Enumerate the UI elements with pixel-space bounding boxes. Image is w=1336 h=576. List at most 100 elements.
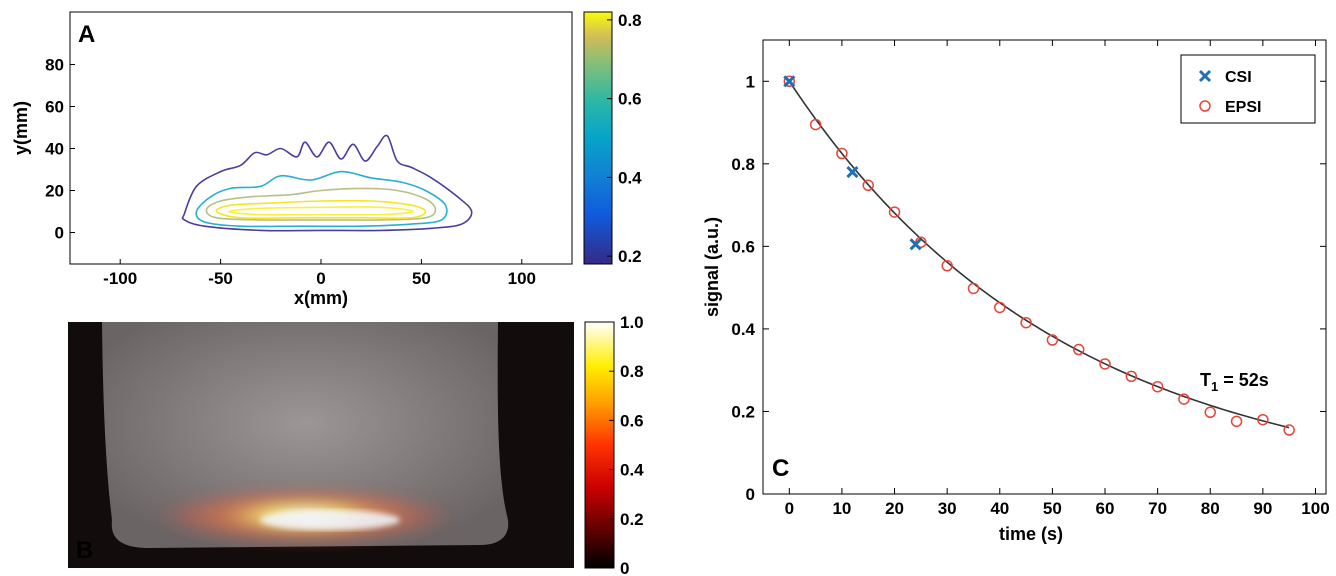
panel-b-colorbar-ticks: 0 0.2 0.4 0.6 0.8 1.0 [609, 313, 644, 576]
csi-point [909, 238, 922, 251]
panel-a-colorbar-tick-label: 0.2 [618, 247, 642, 266]
legend-csi-cross-stroke-b [1198, 69, 1212, 83]
epsi-point [941, 260, 953, 272]
panel-c-x-tick-label: 90 [1253, 499, 1272, 518]
epsi-point [1099, 358, 1111, 370]
panel-c-x-tick-label: 80 [1201, 499, 1220, 518]
epsi-point [1151, 380, 1164, 393]
panel-c-ylabel: signal (a.u.) [702, 217, 722, 317]
csi-point-stroke-b [909, 238, 922, 251]
panel-c-xlabel: time (s) [999, 524, 1063, 544]
t1-annotation-rest: = 52s [1218, 370, 1269, 390]
t1-fit-curve [788, 80, 1290, 429]
panel-a-y-ticks: 0 20 40 60 80 [45, 56, 75, 243]
epsi-point [862, 179, 874, 192]
legend-csi-label: CSI [1225, 69, 1252, 86]
epsi-point [1257, 413, 1269, 426]
contour-level-1 [195, 170, 448, 228]
panel-c-y-tick-label: 0.6 [731, 237, 755, 256]
panel-b-colorbar-tick-label: 0.8 [620, 362, 644, 381]
epsi-point [809, 118, 822, 131]
panel-c-y-tick-label: 0.4 [731, 320, 755, 339]
epsi-point [888, 206, 901, 218]
epsi-points [783, 75, 1295, 436]
legend-epsi-label: EPSI [1225, 99, 1261, 116]
legend-box [1180, 54, 1316, 124]
epsi-point [836, 147, 848, 160]
t1-annotation-base: T [1200, 370, 1211, 390]
panel-c-x-tick-label: 40 [990, 499, 1009, 518]
panel-a-x-tick-label: 0 [316, 269, 325, 288]
legend-epsi-marker [1199, 100, 1211, 112]
panel-c-y-tick-label: 0 [746, 485, 755, 504]
panel-a-ylabel: y(mm) [11, 101, 31, 155]
panel-c-y-tick-label: 0.2 [731, 402, 755, 421]
panel-a-colorbar [583, 11, 613, 265]
panel-a-x-tick-label: 100 [508, 269, 536, 288]
panel-c-x-tick-label: 10 [832, 499, 851, 518]
csi-point-stroke-b [783, 75, 796, 88]
epsi-point [1204, 406, 1216, 419]
contour-level-0 [181, 134, 473, 232]
panel-b-colorbar [584, 321, 615, 569]
panel-a-x-tick-label: -50 [208, 269, 233, 288]
panel-c-x-tick-label: 50 [1043, 499, 1062, 518]
epsi-point [1125, 370, 1138, 383]
panel-c-x-tick-label: 100 [1301, 499, 1329, 518]
legend-csi-marker [1198, 69, 1212, 83]
panel-a-contour-plot: -100 -50 0 50 100 0 20 40 60 80 A x(mm) y(mm) 0.… [11, 11, 642, 308]
panel-a-x-tick-label: -100 [103, 269, 137, 288]
panel-b-colorbar-tick-label: 0.2 [620, 510, 644, 529]
panel-a-y-tick-label: 0 [55, 224, 64, 243]
panel-b-colorbar-tick-label: 0.4 [620, 461, 644, 480]
epsi-point [994, 301, 1006, 314]
panel-c-x-tick-label: 20 [885, 499, 904, 518]
t1-annotation-sub: 1 [1211, 379, 1218, 394]
panel-c-y-tick-label: 0.8 [731, 155, 755, 174]
panel-label-a: A [78, 21, 95, 48]
panel-a-colorbar-tick-label: 0.8 [618, 11, 642, 30]
epsi-point [1072, 343, 1085, 356]
contour-level-2 [205, 187, 437, 221]
epsi-point [1178, 393, 1190, 405]
panel-b-colorbar-tick-label: 1.0 [620, 313, 644, 332]
t1-annotation: T1 = 52s [1200, 370, 1269, 394]
csi-point [783, 75, 796, 88]
panel-a-y-tick-label: 20 [45, 182, 64, 201]
csi-points [783, 75, 922, 251]
epsi-point [783, 75, 796, 88]
phantom-shape [102, 322, 509, 548]
csi-point [846, 166, 859, 179]
legend-csi-cross [1198, 69, 1212, 83]
csi-point-stroke-b [846, 166, 859, 179]
panel-c-x-tick-label: 60 [1096, 499, 1115, 518]
panel-c-x-tick-label: 0 [785, 499, 794, 518]
panel-a-colorbar-tick-label: 0.4 [618, 168, 642, 187]
epsi-point [1020, 316, 1032, 329]
panel-a-colorbar-ticks: 0.2 0.4 0.6 0.8 [607, 11, 642, 266]
panel-a-y-tick-label: 80 [45, 56, 64, 75]
panel-a-x-ticks: -100 -50 0 50 100 [103, 259, 536, 288]
panel-a-colorbar-tick-label: 0.6 [618, 90, 642, 109]
panel-c-y-tick-label: 1 [746, 72, 755, 91]
panel-c-decay-plot: 0 10 20 30 40 50 60 70 80 90 100 0 0.2 0.4 0.6 0.8 1 ti… [702, 39, 1330, 544]
panel-b-colorbar-tick-label: 0.6 [620, 411, 644, 430]
panel-b-image: B 0 0.2 0.4 0.6 0.8 1.0 [68, 313, 644, 576]
panel-a-axes-box [69, 11, 573, 265]
contour-level-4 [227, 206, 415, 216]
panel-c-x-tick-label: 70 [1148, 499, 1167, 518]
panel-c-x-tick-label: 30 [938, 499, 957, 518]
panel-c-y-ticks: 0 0.2 0.4 0.6 0.8 1 [731, 72, 1326, 504]
epsi-point [967, 282, 980, 295]
epsi-point [1283, 424, 1295, 436]
panel-label-c: C [772, 455, 789, 482]
panel-a-y-tick-label: 40 [45, 140, 64, 159]
panel-a-xlabel: x(mm) [294, 288, 348, 308]
hot-spot-core [260, 510, 400, 530]
contour-lines [181, 134, 473, 232]
panel-b-colorbar-tick-label: 0 [620, 559, 629, 576]
panel-a-y-tick-label: 60 [45, 98, 64, 117]
panel-c-x-ticks: 0 10 20 30 40 50 60 70 80 90 100 [785, 40, 1330, 518]
legend: CSI EPSI [1180, 54, 1316, 124]
